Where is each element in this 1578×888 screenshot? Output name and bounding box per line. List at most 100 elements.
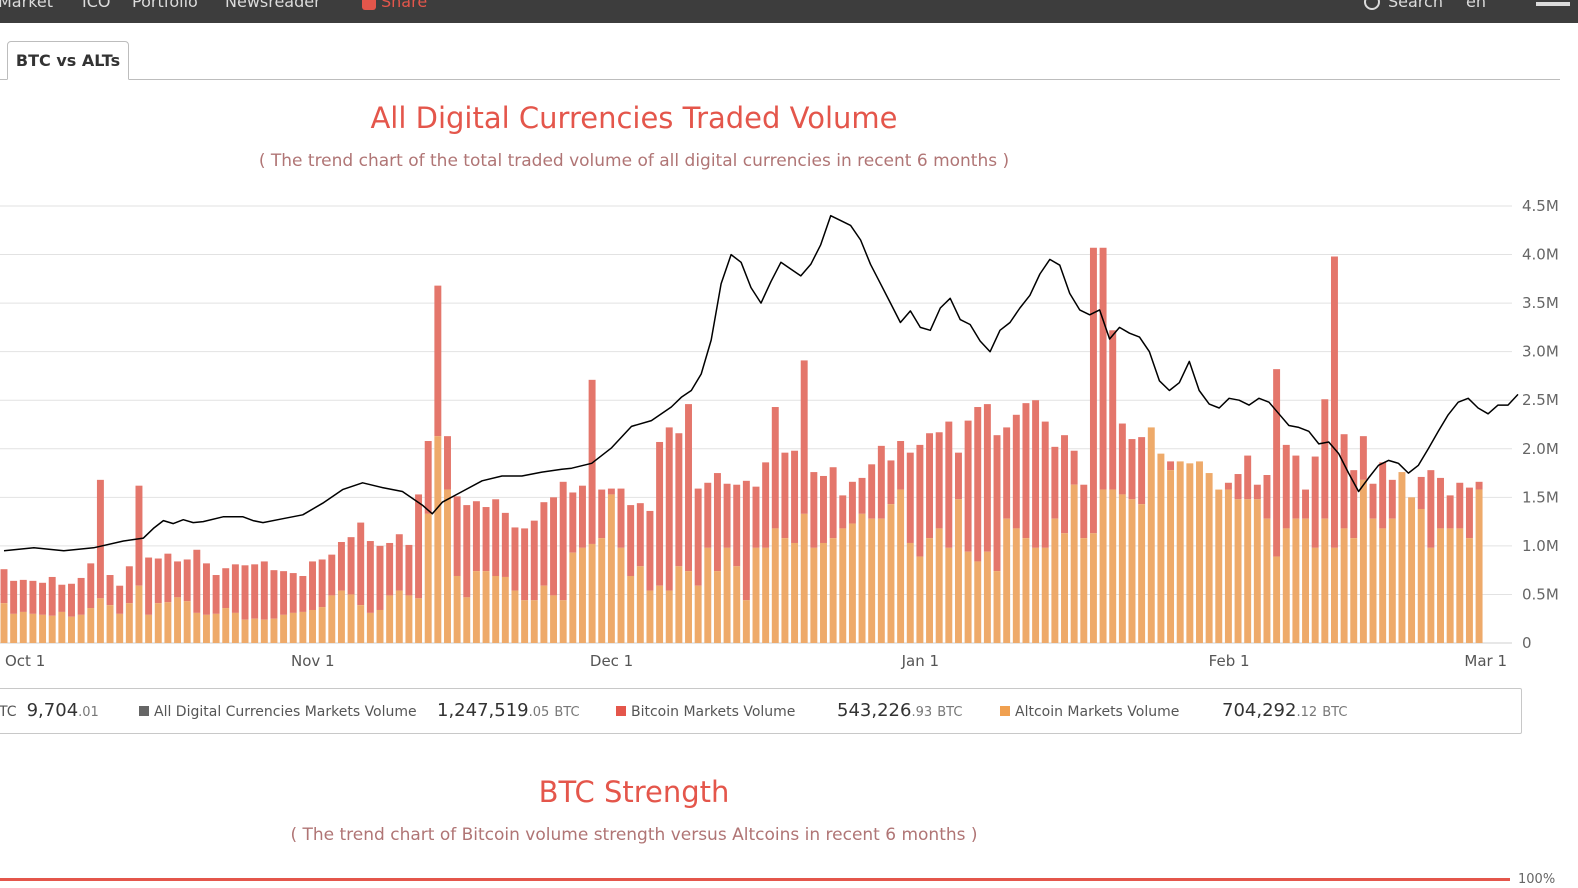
bar-bitcoin [174, 561, 182, 598]
bar-bitcoin [145, 557, 153, 615]
bar-altcoin [530, 600, 538, 643]
y-tick-label: 0 [1522, 634, 1532, 652]
bar-bitcoin [569, 492, 577, 553]
bar-altcoin [810, 547, 818, 643]
x-tick-label: Nov 1 [291, 652, 335, 670]
bar-bitcoin [1224, 482, 1232, 490]
bar-altcoin [1196, 461, 1203, 643]
bar-altcoin [1080, 538, 1088, 643]
bar-altcoin [752, 547, 760, 643]
bar-altcoin [916, 556, 924, 643]
bar-altcoin [193, 612, 201, 643]
bar-altcoin [19, 611, 27, 643]
legend-item-altcoin[interactable]: Altcoin Markets Volume [1000, 689, 1179, 733]
nav-market[interactable]: Market [0, 0, 53, 11]
legend-swatch-bitcoin [616, 705, 626, 716]
bar-bitcoin [270, 570, 278, 619]
share-icon [362, 0, 376, 10]
bar-altcoin [376, 609, 384, 643]
bar-bitcoin [781, 452, 789, 539]
bar-altcoin [58, 611, 66, 643]
bar-altcoin [627, 575, 635, 643]
bar-bitcoin [472, 501, 480, 572]
tab-btc-vs-alts[interactable]: BTC vs ALTs [7, 41, 129, 80]
bar-altcoin [270, 618, 278, 643]
bar-bitcoin [1465, 487, 1473, 539]
menu-icon[interactable] [1536, 2, 1570, 6]
bar-bitcoin [1359, 436, 1367, 480]
bar-bitcoin [1350, 470, 1358, 539]
nav-ico[interactable]: ICO [82, 0, 111, 11]
bar-altcoin [578, 547, 586, 643]
bar-bitcoin [68, 583, 75, 617]
search-icon[interactable] [1364, 0, 1380, 10]
bar-altcoin [665, 590, 673, 643]
bar-altcoin [926, 538, 934, 643]
bar-altcoin [1446, 528, 1454, 643]
bar-altcoin [1330, 547, 1338, 643]
language-selector[interactable]: en [1466, 0, 1486, 11]
bar-altcoin [154, 603, 162, 643]
bar-bitcoin [48, 576, 56, 616]
legend-value-altcoin-int: 704,292 [1222, 700, 1297, 721]
legend-label-bitcoin: Bitcoin Markets Volume [631, 704, 796, 720]
x-axis: Oct 1 Nov 1 Dec 1 Jan 1 Feb 1 Mar 1 [5, 652, 1507, 670]
bar-bitcoin [231, 564, 239, 613]
bar-altcoin [1350, 538, 1358, 643]
bar-bitcoin [829, 467, 837, 539]
nav-portfolio[interactable]: Portfolio [132, 0, 198, 11]
bar-bitcoin [771, 407, 779, 529]
legend-value-altcoin: 704,292.12 BTC [1222, 689, 1347, 733]
bar-altcoin [1417, 508, 1425, 643]
bar-altcoin [685, 571, 692, 643]
y-tick-label: 3.5M [1522, 294, 1559, 312]
chart-bars [0, 247, 1483, 643]
bar-bitcoin [1061, 435, 1068, 534]
bar-altcoin [1263, 518, 1271, 643]
legend-item-bitcoin[interactable]: Bitcoin Markets Volume [616, 689, 795, 733]
bar-altcoin [318, 607, 326, 643]
bar-altcoin [1061, 533, 1068, 643]
bar-bitcoin [858, 477, 866, 514]
bar-altcoin [781, 538, 789, 643]
legend-item-all[interactable]: All Digital Currencies Markets Volume [139, 689, 417, 733]
bar-altcoin [964, 551, 972, 643]
bar-altcoin [1109, 489, 1117, 643]
bar-bitcoin [501, 512, 509, 577]
bar-altcoin [1340, 528, 1348, 643]
bar-altcoin [135, 585, 143, 643]
bar-altcoin [1205, 473, 1213, 643]
bar-bitcoin [665, 427, 673, 591]
bar-bitcoin [318, 559, 326, 608]
bar-altcoin [1273, 556, 1281, 643]
nav-newsreader[interactable]: Newsreader [225, 0, 321, 11]
bar-altcoin [87, 608, 95, 643]
search-link[interactable]: Search [1388, 0, 1443, 11]
bar-bitcoin [405, 544, 413, 596]
bar-bitcoin [1340, 434, 1348, 529]
bar-bitcoin [935, 432, 943, 529]
legend-label-altcoin: Altcoin Markets Volume [1015, 704, 1180, 720]
bar-bitcoin [1041, 421, 1049, 548]
btc-strength-y-tick: 100% [1518, 872, 1556, 887]
bar-altcoin [800, 513, 808, 643]
bar-altcoin [424, 513, 432, 643]
share-button[interactable]: Share [362, 0, 427, 11]
bar-altcoin [1003, 518, 1011, 643]
bar-altcoin [1138, 504, 1146, 643]
bar-bitcoin [280, 571, 288, 615]
bar-bitcoin [636, 503, 644, 567]
bar-altcoin [1311, 547, 1319, 643]
bar-bitcoin [337, 542, 345, 591]
bar-bitcoin [974, 407, 982, 562]
bar-bitcoin [453, 496, 461, 576]
bar-altcoin [222, 608, 230, 643]
tab-divider [0, 79, 1560, 80]
bar-bitcoin [887, 460, 895, 505]
bar-bitcoin [1234, 474, 1242, 500]
bar-bitcoin [926, 433, 934, 539]
bar-bitcoin [550, 497, 558, 596]
bar-altcoin [1224, 489, 1232, 643]
bar-altcoin [983, 551, 991, 643]
x-tick-label: Jan 1 [901, 652, 939, 670]
